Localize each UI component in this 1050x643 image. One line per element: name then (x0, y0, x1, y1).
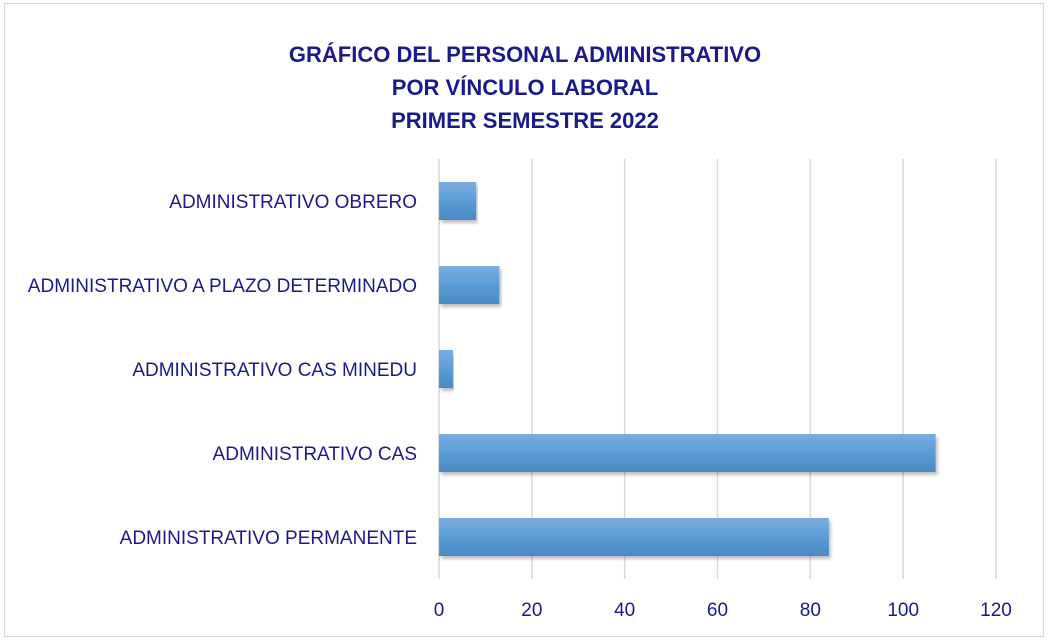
x-tick-label: 100 (887, 600, 919, 621)
bar-1 (439, 266, 500, 304)
category-label: ADMINISTRATIVO CAS MINEDU (132, 360, 417, 381)
x-tick-label: 40 (614, 600, 635, 621)
chart-title-line-1: GRÁFICO DEL PERSONAL ADMINISTRATIVO (288, 42, 762, 67)
bar-0 (439, 182, 477, 220)
chart-title: GRÁFICO DEL PERSONAL ADMINISTRATIVO POR … (5, 38, 1045, 137)
plot-area: ADMINISTRATIVO OBRERO ADMINISTRATIVO A PL… (28, 159, 1012, 621)
chart-container: GRÁFICO DEL PERSONAL ADMINISTRATIVO POR … (4, 3, 1044, 637)
bar-2 (439, 350, 453, 388)
category-label: ADMINISTRATIVO A PLAZO DETERMINADO (28, 276, 417, 297)
category-labels: ADMINISTRATIVO OBRERO ADMINISTRATIVO A PL… (28, 192, 417, 549)
bar-4 (439, 518, 829, 556)
category-label: ADMINISTRATIVO PERMANENTE (120, 528, 417, 549)
x-tick-label: 80 (800, 600, 821, 621)
bars (439, 182, 936, 556)
x-tick-label: 120 (980, 600, 1012, 621)
grid-lines (438, 159, 997, 579)
x-tick-label: 0 (434, 600, 445, 621)
category-label: ADMINISTRATIVO OBRERO (169, 192, 417, 213)
bar-3 (439, 434, 936, 472)
chart-title-line-2: POR VÍNCULO LABORAL (391, 75, 659, 100)
chart-title-line-3: PRIMER SEMESTRE 2022 (391, 108, 659, 133)
x-tick-label: 60 (707, 600, 728, 621)
x-tick-label: 20 (521, 600, 542, 621)
category-label: ADMINISTRATIVO CAS (213, 444, 417, 465)
x-axis-tick-labels: 0 20 40 60 80 100 120 (434, 600, 1012, 621)
